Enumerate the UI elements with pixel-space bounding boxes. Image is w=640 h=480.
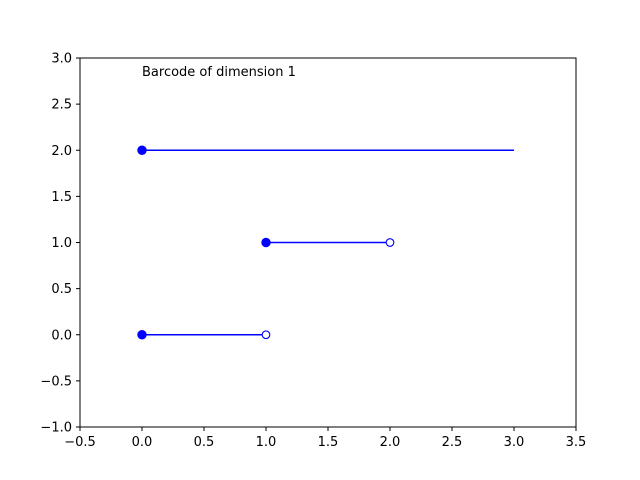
x-tick-label: −0.5 <box>64 435 96 450</box>
x-tick-label: 0.5 <box>194 435 215 450</box>
y-tick-label: 2.5 <box>51 98 72 113</box>
bar-start-point <box>261 237 271 248</box>
x-tick-label: 0.0 <box>132 435 153 450</box>
bar-start-point <box>137 330 147 340</box>
y-tick-label: 2.0 <box>51 144 72 159</box>
bar-end-point <box>385 238 395 247</box>
y-tick-label: −1.0 <box>40 421 72 436</box>
bar-end-point <box>261 330 271 340</box>
bar-start-point <box>137 145 147 155</box>
y-tick-label: 1.5 <box>51 190 72 205</box>
plot-area-frame <box>79 57 577 428</box>
x-tick-label: 2.0 <box>380 435 401 450</box>
x-tick-label: 2.5 <box>442 435 463 450</box>
chart-annotation: Barcode of dimension 1 <box>142 65 296 80</box>
x-tick-label: 1.0 <box>256 435 277 450</box>
x-tick-label: 1.5 <box>318 435 339 450</box>
axis-ticks: −0.5 0.0 0.5 1.0 1.5 2.0 2.5 3.0 3.5−1.0−0.50.00… <box>40 52 586 451</box>
y-tick-label: 1.0 <box>51 236 72 251</box>
x-tick-label: 3.0 <box>504 435 525 450</box>
barcode-bars <box>137 145 514 340</box>
y-tick-label: 3.0 <box>51 52 72 67</box>
y-tick-label: −0.5 <box>40 374 72 389</box>
y-tick-label: 0.5 <box>51 282 72 297</box>
y-tick-label: 0.0 <box>51 328 72 343</box>
x-tick-label: 3.5 <box>566 435 587 450</box>
